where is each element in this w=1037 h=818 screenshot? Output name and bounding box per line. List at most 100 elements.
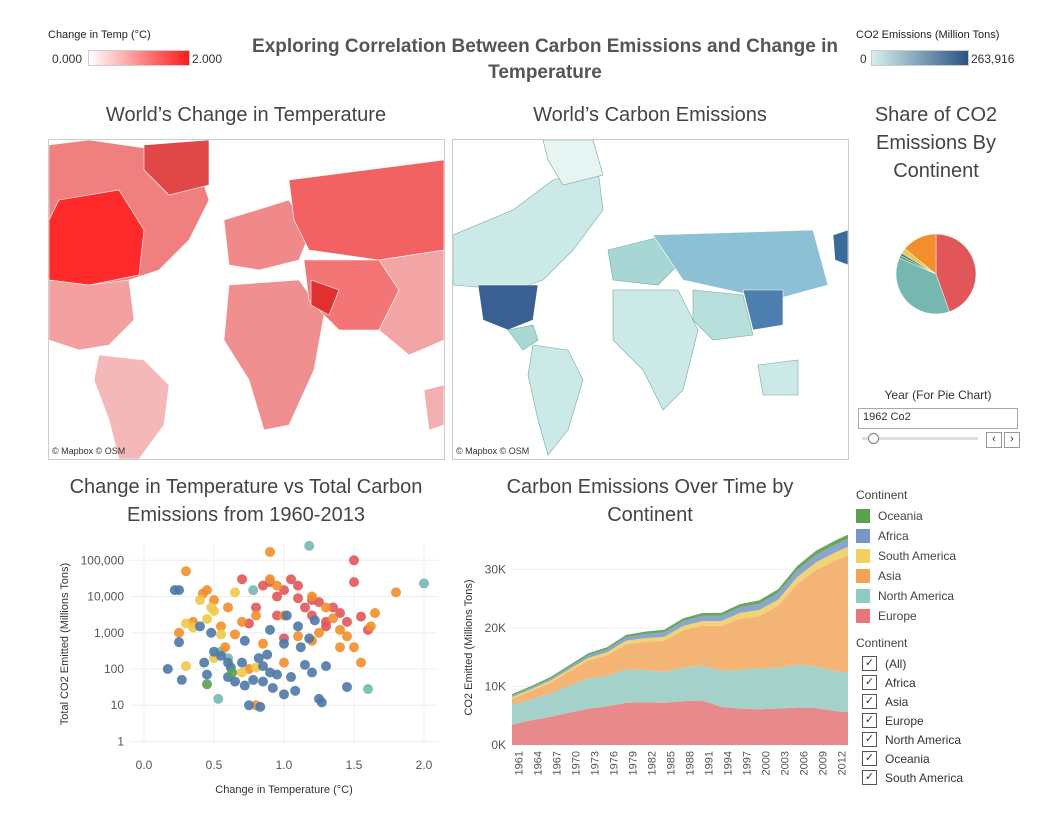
scatter-point-north-america[interactable] — [363, 684, 373, 695]
scatter-point-africa[interactable] — [309, 615, 320, 626]
scatter-point-africa[interactable] — [195, 621, 205, 632]
pie-slice-north-america[interactable] — [895, 257, 950, 315]
scatter-point-africa[interactable] — [239, 635, 250, 646]
scatter-point-europe[interactable] — [349, 577, 359, 588]
scatter-point-north-america[interactable] — [248, 585, 259, 596]
scatter-point-europe[interactable] — [272, 610, 282, 621]
scatter-point-europe[interactable] — [286, 574, 296, 585]
scatter-point-asia[interactable] — [174, 627, 184, 638]
scatter-chart[interactable]: 1 10 100 1,000 10,000 100,000 0.0 0.5 1.0 1.5 2.0 C… — [48, 535, 448, 800]
scatter-point-africa[interactable] — [258, 676, 268, 687]
filter-item-south-america[interactable]: ✓ South America — [862, 768, 1026, 787]
legend-item-africa[interactable]: Africa — [856, 526, 1026, 546]
scatter-point-south-america[interactable] — [237, 667, 247, 678]
scatter-point-asia[interactable] — [365, 621, 376, 632]
area-series-oceania[interactable] — [512, 535, 848, 696]
scatter-point-africa[interactable] — [258, 661, 268, 672]
scatter-point-asia[interactable] — [342, 631, 352, 642]
scatter-point-africa[interactable] — [279, 638, 289, 649]
scatter-point-africa[interactable] — [342, 681, 352, 692]
year-slider-handle[interactable] — [868, 433, 879, 444]
temp-map[interactable]: © Mapbox © OSM — [48, 139, 445, 460]
scatter-point-europe[interactable] — [321, 621, 331, 632]
pie-slice-europe[interactable] — [935, 233, 977, 313]
scatter-point-africa[interactable] — [262, 649, 273, 660]
year-filter-input[interactable]: 1962 Co2 — [858, 408, 1018, 429]
scatter-point-europe[interactable] — [251, 602, 261, 613]
filter-item-all[interactable]: ✓ (All) — [862, 654, 1026, 673]
scatter-point-north-america[interactable] — [213, 693, 224, 704]
scatter-point-africa[interactable] — [272, 669, 282, 680]
scatter-point-asia[interactable] — [216, 621, 226, 632]
checkbox-icon[interactable]: ✓ — [862, 694, 877, 709]
chevron-right-icon[interactable]: › — [1004, 432, 1020, 448]
legend-item-europe[interactable]: Europe — [856, 606, 1026, 626]
checkbox-icon[interactable]: ✓ — [862, 675, 877, 690]
filter-item-europe[interactable]: ✓ Europe — [862, 711, 1026, 730]
scatter-point-africa[interactable] — [321, 661, 331, 672]
scatter-point-north-america[interactable] — [304, 540, 315, 551]
scatter-point-south-america[interactable] — [181, 661, 191, 672]
legend-item-south-america[interactable]: South America — [856, 546, 1026, 566]
scatter-point-asia[interactable] — [181, 566, 191, 577]
scatter-point-asia[interactable] — [272, 580, 282, 591]
scatter-point-asia[interactable] — [293, 631, 303, 642]
scatter-point-africa[interactable] — [279, 689, 289, 700]
filter-item-asia[interactable]: ✓ Asia — [862, 692, 1026, 711]
scatter-point-asia[interactable] — [328, 613, 338, 624]
scatter-point-africa[interactable] — [223, 657, 233, 668]
scatter-point-oceania[interactable] — [227, 667, 238, 678]
checkbox-icon[interactable]: ✓ — [862, 713, 877, 728]
scatter-point-africa[interactable] — [290, 685, 301, 696]
scatter-point-asia[interactable] — [321, 602, 331, 613]
scatter-point-africa[interactable] — [174, 637, 184, 648]
scatter-point-asia[interactable] — [279, 657, 289, 668]
scatter-point-europe[interactable] — [356, 611, 366, 622]
filter-item-north-america[interactable]: ✓ North America — [862, 730, 1026, 749]
checkbox-icon[interactable]: ✓ — [862, 732, 877, 747]
year-slider-track[interactable] — [862, 437, 978, 440]
legend-item-oceania[interactable]: Oceania — [856, 506, 1026, 526]
scatter-point-europe[interactable] — [349, 555, 359, 566]
scatter-point-africa[interactable] — [316, 697, 327, 708]
checkbox-icon[interactable]: ✓ — [862, 751, 877, 766]
scatter-point-africa[interactable] — [304, 633, 315, 644]
area-series-asia[interactable] — [512, 555, 848, 706]
scatter-point-south-america[interactable] — [206, 602, 217, 613]
scatter-point-asia[interactable] — [220, 642, 231, 653]
co2-map[interactable]: © Mapbox © OSM — [452, 139, 849, 460]
area-series-north-america[interactable] — [512, 664, 848, 725]
scatter-point-africa[interactable] — [300, 659, 310, 670]
chevron-left-icon[interactable]: ‹ — [986, 432, 1002, 448]
scatter-point-africa[interactable] — [286, 672, 296, 683]
scatter-point-africa[interactable] — [267, 682, 278, 693]
scatter-point-europe[interactable] — [328, 602, 338, 613]
scatter-point-asia[interactable] — [223, 602, 233, 613]
filter-item-oceania[interactable]: ✓ Oceania — [862, 749, 1026, 768]
scatter-point-asia[interactable] — [251, 610, 261, 621]
scatter-point-europe[interactable] — [272, 591, 282, 602]
scatter-point-europe[interactable] — [293, 593, 303, 604]
scatter-point-europe[interactable] — [342, 616, 352, 627]
area-series-south-america[interactable] — [512, 546, 848, 699]
legend-item-asia[interactable]: Asia — [856, 566, 1026, 586]
scatter-point-asia[interactable] — [258, 638, 268, 649]
scatter-point-africa[interactable] — [255, 701, 266, 712]
scatter-point-asia[interactable] — [370, 608, 380, 619]
scatter-point-africa[interactable] — [295, 642, 306, 653]
filter-item-africa[interactable]: ✓ Africa — [862, 673, 1026, 692]
scatter-point-africa[interactable] — [176, 674, 187, 685]
scatter-point-africa[interactable] — [216, 650, 226, 661]
pie-slice-asia[interactable] — [904, 233, 937, 275]
scatter-point-asia[interactable] — [265, 546, 275, 557]
scatter-point-asia[interactable] — [237, 616, 247, 627]
checkbox-icon[interactable]: ✓ — [862, 770, 877, 785]
scatter-point-south-america[interactable] — [195, 595, 205, 606]
scatter-point-south-america[interactable] — [230, 587, 240, 598]
scatter-point-asia[interactable] — [391, 587, 401, 598]
scatter-point-africa[interactable] — [230, 676, 240, 687]
scatter-point-europe[interactable] — [335, 608, 345, 619]
scatter-point-africa[interactable] — [248, 674, 259, 685]
scatter-point-south-america[interactable] — [216, 629, 226, 640]
scatter-point-africa[interactable] — [307, 667, 317, 678]
